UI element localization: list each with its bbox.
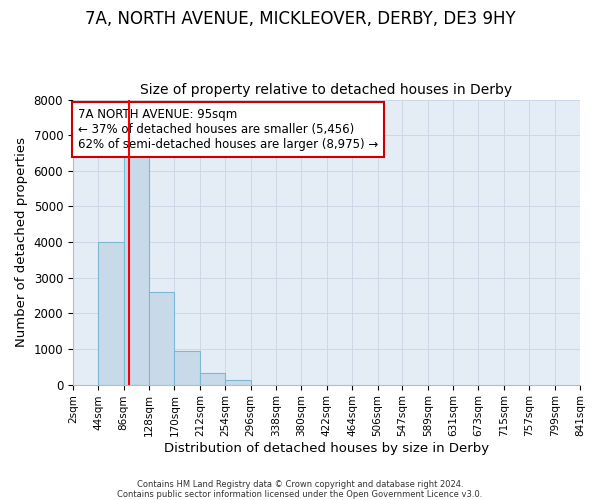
X-axis label: Distribution of detached houses by size in Derby: Distribution of detached houses by size …: [164, 442, 489, 455]
Text: 7A, NORTH AVENUE, MICKLEOVER, DERBY, DE3 9HY: 7A, NORTH AVENUE, MICKLEOVER, DERBY, DE3…: [85, 10, 515, 28]
Title: Size of property relative to detached houses in Derby: Size of property relative to detached ho…: [140, 83, 512, 97]
Text: 7A NORTH AVENUE: 95sqm
← 37% of detached houses are smaller (5,456)
62% of semi-: 7A NORTH AVENUE: 95sqm ← 37% of detached…: [78, 108, 378, 151]
Bar: [200, 373, 225, 384]
Y-axis label: Number of detached properties: Number of detached properties: [15, 137, 28, 347]
Bar: [149, 292, 175, 384]
Text: Contains HM Land Registry data © Crown copyright and database right 2024.
Contai: Contains HM Land Registry data © Crown c…: [118, 480, 482, 499]
Bar: [124, 150, 149, 384]
Bar: [225, 380, 251, 384]
Bar: [175, 350, 200, 384]
Bar: [98, 242, 124, 384]
